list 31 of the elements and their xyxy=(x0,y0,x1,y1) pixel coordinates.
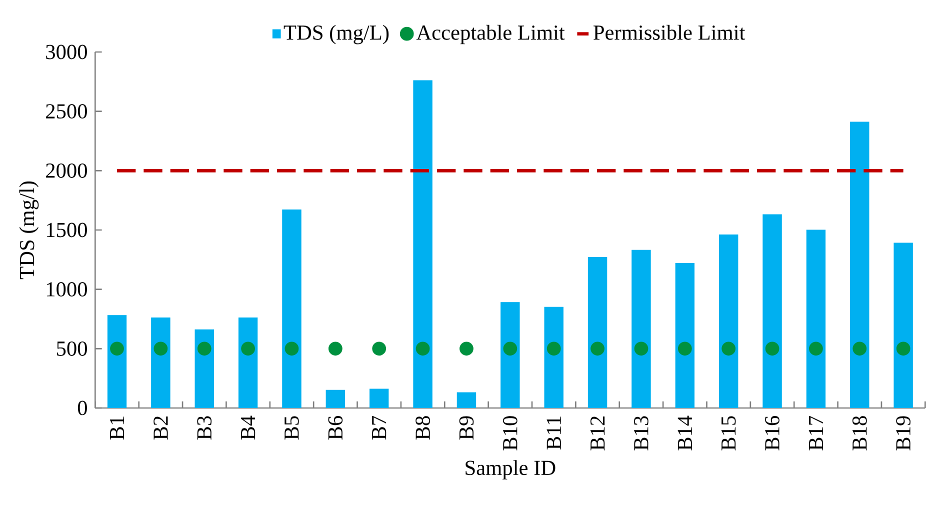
x-tick-label: B19 xyxy=(896,416,910,450)
y-tick-label: 1000 xyxy=(47,282,87,297)
x-tick-label: B16 xyxy=(765,416,780,450)
x-axis-title: Sample ID xyxy=(466,460,556,480)
x-tick-label: B4 xyxy=(241,416,256,440)
x-tick-label: B14 xyxy=(678,416,692,450)
y-tick-label: 3000 xyxy=(46,44,87,60)
legend-label: Permissible Limit xyxy=(594,24,746,40)
x-tick-label: B10 xyxy=(502,416,518,450)
y-axis-title: TDS (mg/l) xyxy=(19,181,39,280)
x-tick-label: B17 xyxy=(808,416,824,450)
y-tick-label: 500 xyxy=(57,341,87,356)
x-tick-label: B18 xyxy=(852,416,867,450)
x-tick-label: B13 xyxy=(634,416,648,450)
x-tick-label: B11 xyxy=(546,416,561,450)
x-tick-label: B2 xyxy=(154,416,168,440)
x-tick-label: B7 xyxy=(372,416,386,440)
legend-label: Acceptable Limit xyxy=(416,24,565,44)
x-tick-label: B15 xyxy=(721,416,736,450)
x-tick-label: B9 xyxy=(459,416,474,440)
legend-label: TDS (mg/L) xyxy=(284,24,389,44)
y-tick-label: 2500 xyxy=(46,104,87,119)
y-tick-label: 1500 xyxy=(47,222,87,238)
y-tick-label: 0 xyxy=(78,400,87,416)
x-tick-label: B8 xyxy=(416,416,430,440)
x-tick-label: B1 xyxy=(110,416,124,440)
x-tick-label: B6 xyxy=(328,416,343,440)
x-tick-label: B12 xyxy=(590,416,605,450)
x-tick-label: B5 xyxy=(284,416,299,440)
x-tick-label: B3 xyxy=(197,416,212,440)
y-tick-label: 2000 xyxy=(46,163,87,178)
